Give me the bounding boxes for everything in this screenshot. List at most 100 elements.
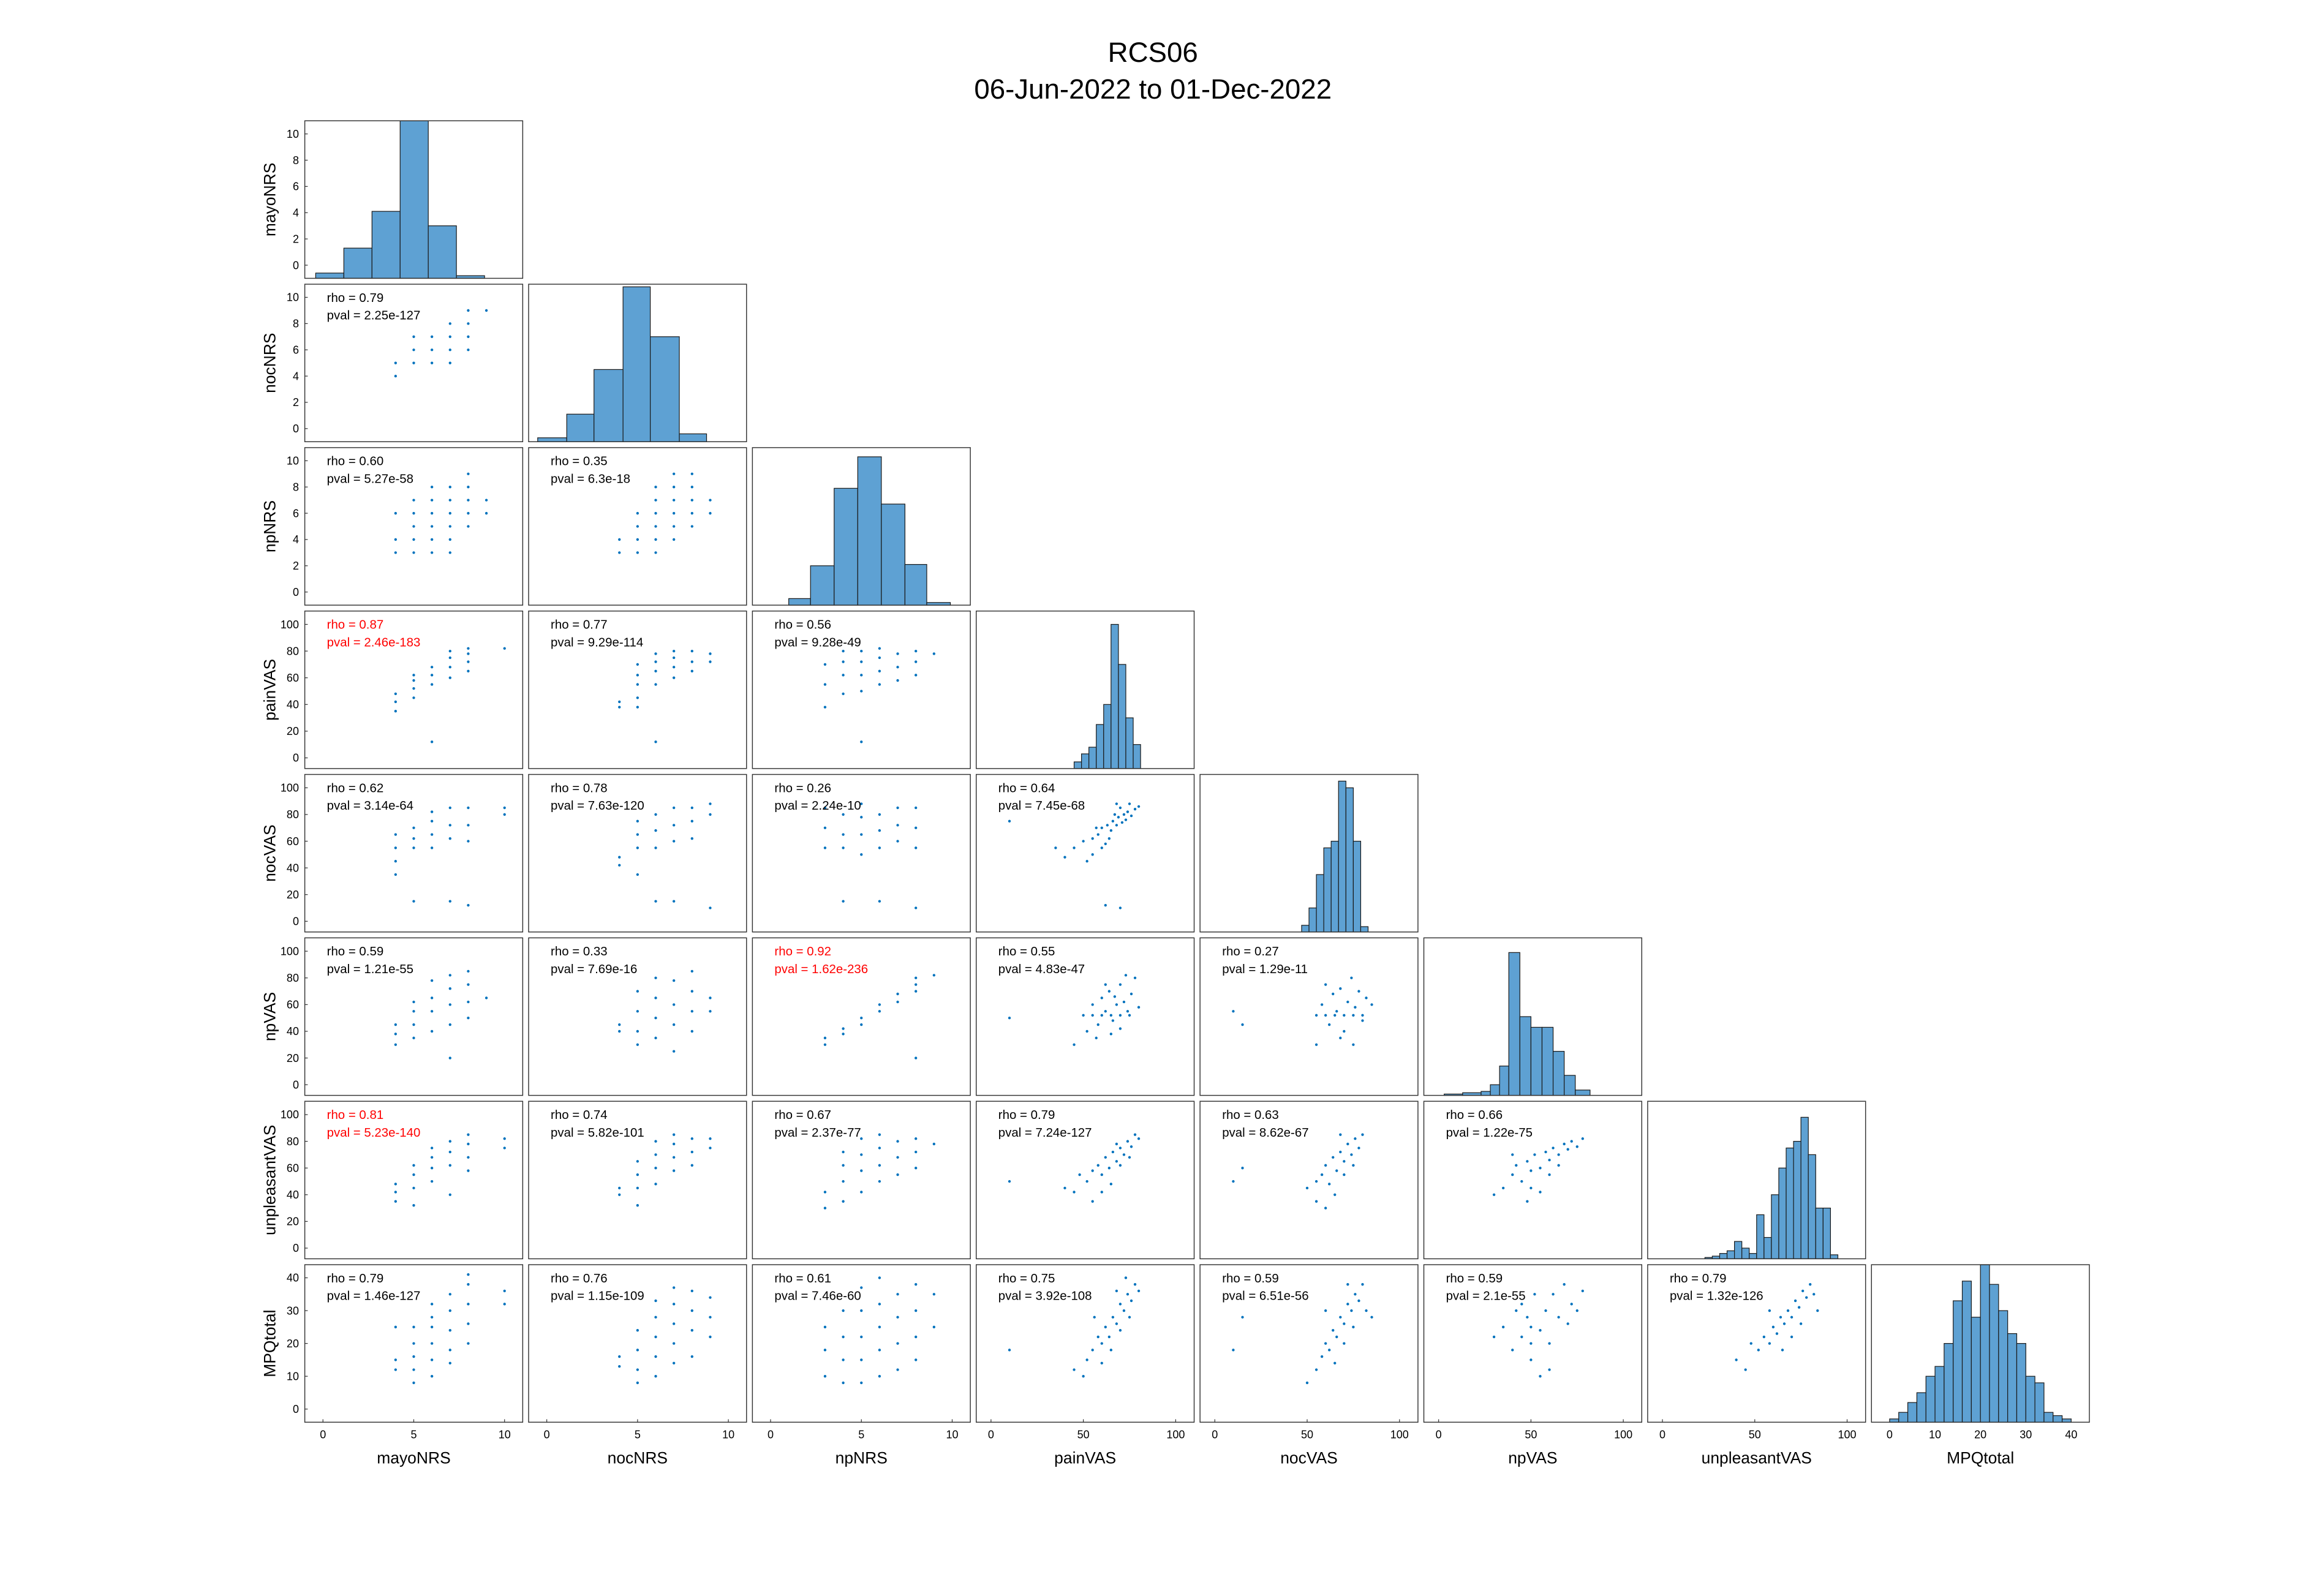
scatter-point	[448, 1309, 451, 1312]
scatter-point	[1339, 1150, 1342, 1154]
scatter-point	[654, 1016, 657, 1020]
y-tick-label: 2	[293, 560, 299, 572]
scatter-point	[412, 1036, 415, 1040]
panel-frame	[976, 774, 1195, 933]
scatter-point	[896, 1173, 899, 1176]
scatter-point	[672, 1361, 676, 1365]
x-tick-label: 0	[544, 1429, 550, 1441]
scatter-point	[842, 649, 845, 653]
histogram-bar	[1934, 1366, 1945, 1423]
histogram-bar	[1971, 1317, 1981, 1423]
scatter-point	[467, 840, 470, 843]
scatter-point	[860, 1016, 863, 1020]
scatter-point	[896, 1368, 899, 1371]
scatter-point	[690, 1150, 693, 1154]
y-tick-label: 0	[293, 259, 299, 271]
histogram-bar	[1301, 925, 1310, 933]
scatter-point	[842, 692, 845, 696]
scatter-point	[636, 1173, 639, 1176]
scatter-point	[1343, 1160, 1346, 1163]
scatter-point	[412, 1381, 415, 1385]
scatter-point	[636, 1186, 639, 1190]
scatter-point	[1520, 1180, 1523, 1183]
scatter-point	[860, 833, 863, 836]
correlation-annotation: rho = 0.62	[327, 781, 384, 795]
scatter-point	[430, 1010, 434, 1013]
y-tick-label: 6	[293, 344, 299, 356]
scatter-point	[1548, 1342, 1551, 1345]
scatter-point	[915, 806, 918, 810]
scatter-point	[672, 676, 676, 679]
x-tick-label: 20	[1974, 1429, 1986, 1441]
scatter-point	[636, 1160, 639, 1163]
scatter-point	[654, 511, 657, 515]
scatter-point	[823, 1349, 827, 1352]
x-tick-label: 50	[1077, 1429, 1090, 1441]
scatter-point	[860, 1358, 863, 1361]
scatter-point	[654, 900, 657, 903]
histogram-bar	[881, 503, 906, 606]
scatter-point	[1324, 1206, 1327, 1210]
y-tick-label: 100	[281, 782, 299, 794]
scatter-point	[1073, 1191, 1076, 1194]
scatter-point	[842, 1381, 845, 1385]
y-tick-label: 10	[287, 128, 299, 140]
scatter-point	[1078, 1173, 1081, 1176]
scatter-point	[860, 816, 863, 819]
histogram-bar	[1925, 1376, 1936, 1423]
correlation-annotation: rho = 0.79	[327, 292, 384, 305]
scatter-point	[1008, 1180, 1011, 1183]
scatter-point	[1320, 1003, 1324, 1006]
scatter-point	[1091, 1003, 1094, 1006]
scatter-point	[412, 538, 415, 541]
scatter-point	[1122, 1153, 1126, 1156]
y-tick-label: 80	[287, 972, 299, 984]
scatter-point	[878, 1375, 881, 1378]
scatter-point	[1085, 1358, 1088, 1361]
correlation-annotation: rho = 0.59	[1222, 1272, 1279, 1285]
scatter-point	[1552, 1146, 1555, 1150]
scatter-point	[448, 486, 451, 489]
scatter-point	[1133, 976, 1137, 979]
scatter-point	[915, 660, 918, 663]
scatter-point	[412, 348, 415, 352]
scatter-point	[618, 706, 621, 709]
scatter-point	[1781, 1349, 1784, 1352]
histogram-bar	[1734, 1241, 1743, 1260]
scatter-point	[690, 1289, 693, 1293]
scatter-point	[654, 1036, 657, 1040]
correlation-annotation: pval = 9.29e-114	[551, 636, 643, 649]
scatter-point	[709, 660, 712, 663]
histogram-bar	[1323, 847, 1332, 933]
scatter-point	[823, 1325, 827, 1328]
scatter-point	[1339, 987, 1342, 990]
panel-frame	[1199, 1101, 1419, 1260]
scatter-point	[672, 472, 676, 475]
x-axis-label: painVAS	[1054, 1449, 1116, 1467]
scatter-point	[690, 660, 693, 663]
y-tick-label: 60	[287, 835, 299, 848]
correlation-annotation: pval = 1.22e-75	[1446, 1126, 1533, 1140]
scatter-point	[430, 683, 434, 686]
scatter-point	[430, 740, 434, 743]
scatter-point	[672, 1342, 676, 1345]
scatter-point	[1008, 819, 1011, 822]
scatter-point	[1100, 996, 1103, 999]
scatter-point	[503, 647, 506, 650]
scatter-point	[467, 499, 470, 502]
histogram-bar	[1541, 1026, 1554, 1096]
histogram-bar	[1719, 1253, 1728, 1260]
scatter-point	[430, 666, 434, 669]
scatter-point	[1115, 1003, 1118, 1006]
histogram-bar	[2034, 1382, 2045, 1423]
histogram-bar	[1133, 744, 1141, 769]
scatter-point	[709, 1296, 712, 1299]
histogram-bar	[1800, 1116, 1809, 1260]
scatter-point	[1104, 1156, 1107, 1159]
scatter-point	[654, 486, 657, 489]
scatter-point	[467, 983, 470, 986]
scatter-point	[1100, 1191, 1103, 1194]
histogram-bar	[904, 564, 927, 606]
scatter-point	[1352, 1325, 1355, 1328]
correlation-annotation: rho = 0.78	[551, 781, 608, 795]
